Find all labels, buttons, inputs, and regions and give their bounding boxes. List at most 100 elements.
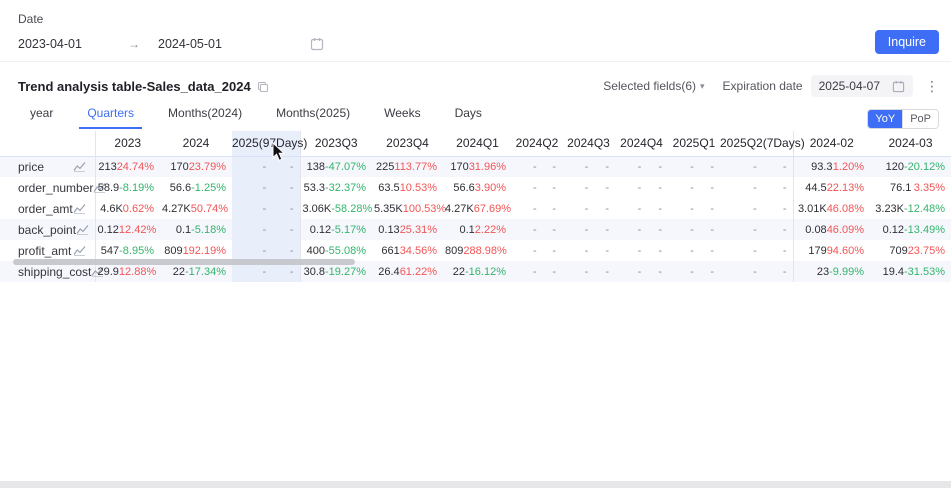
copy-icon[interactable]	[257, 81, 269, 93]
column-header-2024-03[interactable]: 2024-03	[870, 131, 951, 156]
metric-change: -	[266, 266, 293, 278]
cell-order-amt-2024q3: --	[562, 198, 615, 219]
metric-change: -	[694, 203, 714, 215]
metric-change: -	[588, 203, 609, 215]
line-chart-icon[interactable]	[76, 224, 89, 235]
metric-value: -	[670, 182, 694, 194]
metric-change: 24.74%	[117, 161, 154, 173]
metric-value: -	[617, 245, 641, 257]
column-header-2024q3[interactable]: 2024Q3	[562, 131, 615, 156]
metric-value: 179	[796, 245, 827, 257]
inquire-button[interactable]: Inquire	[875, 30, 939, 54]
cell-order-number-2024q3: --	[562, 177, 615, 198]
horizontal-scrollbar[interactable]	[13, 259, 355, 265]
cell-back-point-2024q4: --	[615, 219, 668, 240]
metric-value: 76.1	[872, 182, 911, 194]
metric-change: -8.95%	[119, 245, 154, 257]
more-options-icon[interactable]: ⋮	[925, 79, 939, 93]
cell-price-2023: 21324.74%	[95, 156, 160, 177]
toggle-yoy[interactable]: YoY	[868, 110, 902, 128]
selected-fields-dropdown[interactable]: Selected fields(6) ▾	[603, 79, 704, 93]
table-row-back-point: back_point0.1212.42%0.1-5.18%--0.12-5.17…	[0, 219, 951, 240]
date-range-picker[interactable]: 2023-04-01 → 2024-05-01	[18, 37, 939, 51]
column-header-2023q4[interactable]: 2023Q4	[372, 131, 443, 156]
date-range-arrow: →	[128, 37, 158, 51]
line-chart-icon[interactable]	[73, 161, 86, 172]
panel-title: Trend analysis table-Sales_data_2024	[18, 79, 251, 94]
column-header-2025q1[interactable]: 2025Q1	[668, 131, 720, 156]
metric-value: 120	[872, 161, 904, 173]
metric-change: -55.08%	[325, 245, 366, 257]
tab-months-2024[interactable]: Months(2024)	[166, 102, 244, 129]
metric-value: -	[722, 203, 757, 215]
column-header-2025q2-7days[interactable]: 2025Q2(7Days)	[720, 131, 793, 156]
column-header-2024q2[interactable]: 2024Q2	[512, 131, 562, 156]
row-label-price: price	[0, 156, 95, 177]
metric-change: -8.19%	[119, 182, 154, 194]
cell-profit-amt-2023q4: 66134.56%	[372, 240, 443, 261]
metric-value: 170	[445, 161, 469, 173]
metric-value: -	[617, 224, 641, 236]
column-header-2024[interactable]: 2024	[160, 131, 232, 156]
tab-quarters[interactable]: Quarters	[85, 102, 136, 129]
cell-price-2024-03: 120-20.12%	[870, 156, 951, 177]
expiration-date-input[interactable]: 2025-04-07	[811, 75, 913, 97]
cell-order-amt-2024q1: 4.27K67.69%	[443, 198, 512, 219]
selected-fields-label: Selected fields(6)	[603, 79, 696, 93]
metric-change: -13.49%	[904, 224, 945, 236]
cell-shipping-cost-2023q4: 26.461.22%	[372, 261, 443, 282]
metric-change: -	[757, 266, 787, 278]
metric-value: -	[234, 161, 266, 173]
column-header-2024q1[interactable]: 2024Q1	[443, 131, 512, 156]
line-chart-icon[interactable]	[73, 245, 86, 256]
start-date-input[interactable]: 2023-04-01	[18, 37, 128, 51]
metric-change: -	[537, 182, 556, 194]
tab-days[interactable]: Days	[453, 102, 484, 129]
tab-weeks[interactable]: Weeks	[382, 102, 422, 129]
column-header-2025-97days[interactable]: 2025(97Days)	[232, 131, 300, 156]
metric-change: 10.53%	[400, 182, 437, 194]
metric-value: 225	[374, 161, 394, 173]
table-header-row: 202320242025(97Days)2023Q32023Q42024Q120…	[0, 131, 951, 156]
metric-change: -	[588, 161, 609, 173]
cell-order-number-2024: 56.6-1.25%	[160, 177, 232, 198]
metric-change: 1.20%	[833, 161, 865, 173]
column-header-2023q3[interactable]: 2023Q3	[300, 131, 372, 156]
row-label-profit-amt: profit_amt	[0, 240, 95, 261]
metric-value: -	[564, 245, 588, 257]
metric-change: -	[266, 182, 293, 194]
cell-shipping-cost-2025q1: --	[668, 261, 720, 282]
metric-change: 50.74%	[191, 203, 228, 215]
metric-value: 809	[162, 245, 183, 257]
expiration-date-label: Expiration date	[723, 79, 803, 93]
end-date-input[interactable]: 2024-05-01	[158, 37, 248, 51]
table-row-order-amt: order_amt4.6K0.62%4.27K50.74%--3.06K-58.…	[0, 198, 951, 219]
metric-value: -	[564, 182, 588, 194]
toggle-pop[interactable]: PoP	[902, 110, 938, 128]
line-chart-icon[interactable]	[73, 203, 86, 214]
calendar-icon	[310, 37, 324, 51]
tab-year[interactable]: year	[28, 102, 55, 129]
metric-change: -5.17%	[331, 224, 366, 236]
column-header-2024q4[interactable]: 2024Q4	[615, 131, 668, 156]
cell-profit-amt-2025-97days: --	[232, 240, 300, 261]
cell-back-point-2024-02: 0.0846.09%	[793, 219, 870, 240]
metric-change: 192.19%	[183, 245, 226, 257]
metric-change: -	[641, 245, 662, 257]
cell-profit-amt-2024q2: --	[512, 240, 562, 261]
cell-price-2024q1: 17031.96%	[443, 156, 512, 177]
metric-change: -	[266, 224, 293, 236]
cell-shipping-cost-2024-02: 23-9.99%	[793, 261, 870, 282]
metric-value: 547	[98, 245, 120, 257]
metric-value: -	[514, 161, 537, 173]
cell-price-2025q2-7days: --	[720, 156, 793, 177]
cell-order-amt-2024q4: --	[615, 198, 668, 219]
column-header-2023[interactable]: 2023	[95, 131, 160, 156]
cell-order-amt-2024-03: 3.23K-12.48%	[870, 198, 951, 219]
row-label-order-amt: order_amt	[0, 198, 95, 219]
metric-change: 100.53%	[403, 203, 446, 215]
cell-profit-amt-2025q2-7days: --	[720, 240, 793, 261]
cell-profit-amt-2023q3: 400-55.08%	[300, 240, 372, 261]
cell-profit-amt-2025q1: --	[668, 240, 720, 261]
tab-months-2025[interactable]: Months(2025)	[274, 102, 352, 129]
